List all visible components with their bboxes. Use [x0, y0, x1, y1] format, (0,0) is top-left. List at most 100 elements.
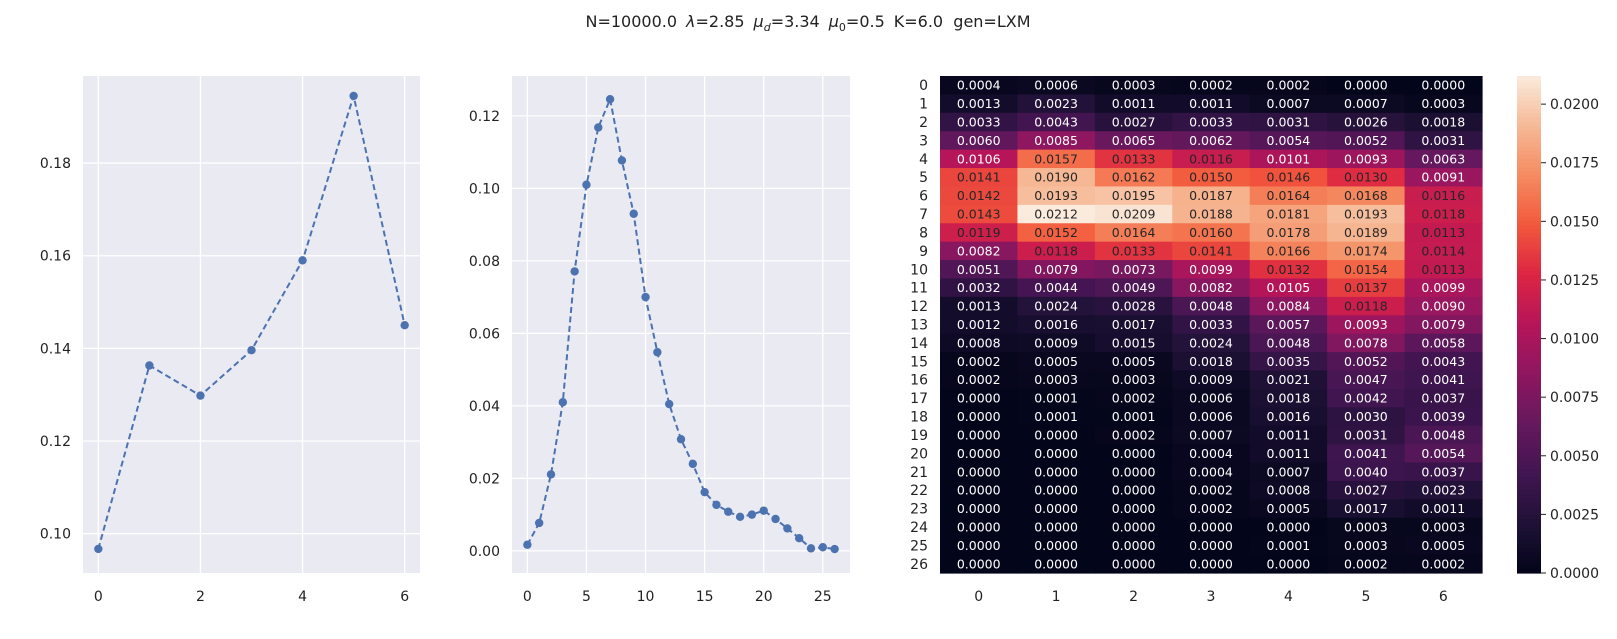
heatmap-cell	[1094, 370, 1173, 390]
heatmap-cell	[1017, 223, 1096, 243]
colorbar-segment	[1517, 278, 1541, 284]
heatmap-cell	[940, 370, 1019, 390]
heatmap-cell	[1017, 315, 1096, 335]
heatmap-cell	[1404, 278, 1483, 298]
colorbar-segment	[1517, 225, 1541, 230]
heatmap-cell	[1017, 112, 1096, 132]
colorbar-segment	[1517, 162, 1541, 168]
heatmap-cell-label: 0.0043	[1421, 354, 1465, 369]
x-tick-label: 2	[196, 589, 205, 605]
heatmap-cell	[1172, 76, 1251, 96]
heatmap-cell-label: 0.0212	[1034, 207, 1078, 222]
colorbar-segment	[1517, 125, 1541, 131]
heatmap-cell-label: 0.0000	[1112, 446, 1156, 461]
heatmap-cell	[1404, 388, 1483, 408]
heatmap-cell-label: 0.0091	[1421, 170, 1465, 185]
heatmap-cell-label: 0.0037	[1421, 391, 1465, 406]
heatmap-cell	[1249, 444, 1328, 464]
heatmap-cell	[1172, 388, 1251, 408]
data-point	[617, 156, 627, 165]
heatmap-cell	[1404, 76, 1483, 96]
heatmap-cell	[1172, 186, 1251, 206]
colorbar-segment	[1517, 200, 1541, 205]
colorbar-segment	[1517, 336, 1541, 342]
data-point	[570, 267, 579, 276]
heatmap-cell	[940, 168, 1019, 188]
heatmap-cell-label: 0.0082	[957, 243, 1001, 258]
heatmap-cell	[1249, 480, 1328, 500]
data-point	[700, 487, 709, 497]
heatmap-cell	[1172, 315, 1251, 335]
heatmap-cell-label: 0.0024	[1189, 335, 1233, 350]
data-point	[830, 544, 839, 554]
heatmap-cell-label: 0.0003	[1112, 372, 1156, 387]
colorbar-segment	[1517, 432, 1541, 437]
colorbar-segment	[1517, 249, 1541, 255]
colorbar: 0.0000 0.0025 0.0050 0.0075 0.0100 0.0125 0.01…	[1517, 76, 1599, 582]
heatmap-cell-label: 0.0084	[1267, 299, 1311, 314]
heatmap-cell-label: 0.0065	[1112, 133, 1156, 148]
y-tick-label: 26	[910, 557, 928, 573]
y-tick-label: 1	[919, 97, 928, 113]
heatmap-cell	[1094, 223, 1173, 243]
heatmap-cell-label: 0.0141	[957, 170, 1001, 185]
colorbar-segment	[1517, 378, 1541, 384]
heatmap-cell-label: 0.0015	[1112, 335, 1156, 350]
x-tick-label: 3	[1207, 589, 1216, 605]
heatmap-cell-label: 0.0000	[957, 409, 1001, 424]
y-tick-label: 5	[919, 170, 928, 186]
data-point	[247, 346, 256, 355]
heatmap-cell	[1094, 260, 1173, 280]
heatmap-cell-label: 0.0002	[1112, 427, 1156, 442]
heatmap-cell-label: 0.0033	[1189, 317, 1233, 332]
y-tick-label: 25	[910, 538, 928, 554]
colorbar-segment	[1517, 390, 1541, 396]
heatmap-cell	[1249, 260, 1328, 280]
heatmap-cell	[1094, 407, 1173, 427]
colorbar-segment	[1517, 444, 1541, 450]
heatmap-cell-label: 0.0062	[1189, 133, 1233, 148]
heatmap-cell-label: 0.0031	[1344, 427, 1388, 442]
heatmap-cell	[1327, 278, 1406, 298]
heatmap-cell	[940, 333, 1019, 353]
heatmap-cell-label: 0.0000	[1189, 520, 1233, 535]
data-point	[664, 399, 674, 409]
data-point	[594, 123, 603, 132]
heatmap-cell-label: 0.0040	[1344, 464, 1388, 479]
heatmap-cell	[1172, 554, 1251, 574]
x-tick-label: 4	[298, 589, 307, 605]
heatmap-cell-label: 0.0000	[1034, 464, 1078, 479]
heatmap-cell-label: 0.0017	[1112, 317, 1156, 332]
heatmap-cell-label: 0.0113	[1421, 262, 1465, 277]
heatmap-cell	[1249, 131, 1328, 151]
heatmap-cell-label: 0.0193	[1344, 207, 1388, 222]
heatmap-cell	[1327, 112, 1406, 132]
heatmap-cell	[1327, 131, 1406, 151]
colorbar-tick-label: 0.0200	[1550, 97, 1599, 113]
heatmap-cell	[1327, 536, 1406, 556]
heatmap-cell-label: 0.0009	[1034, 335, 1078, 350]
x-tick-label: 10	[637, 589, 655, 605]
heatmap-cell-label: 0.0000	[1189, 538, 1233, 553]
heatmap-cell	[1094, 149, 1173, 169]
heatmap-cell	[1249, 94, 1328, 114]
heatmap-cell	[940, 149, 1019, 169]
heatmap-cell-label: 0.0048	[1421, 427, 1465, 442]
heatmap-cell	[1094, 186, 1173, 206]
heatmap-cell-label: 0.0006	[1034, 78, 1078, 93]
heatmap-cell	[940, 499, 1019, 519]
heatmap-cell	[1327, 444, 1406, 464]
colorbar-segment	[1517, 324, 1541, 330]
data-point	[196, 391, 205, 400]
colorbar-segment	[1517, 287, 1541, 292]
heatmap-cell-label: 0.0041	[1421, 372, 1465, 387]
heatmap-cell	[1017, 278, 1096, 298]
heatmap-cell-label: 0.0152	[1034, 225, 1078, 240]
heatmap-cell-label: 0.0058	[1421, 335, 1465, 350]
heatmap-cell-label: 0.0000	[1112, 556, 1156, 571]
colorbar-segment	[1517, 461, 1541, 466]
heatmap-cell	[1327, 425, 1406, 445]
y-tick-label: 13	[910, 318, 928, 334]
colorbar-segment	[1517, 399, 1541, 404]
